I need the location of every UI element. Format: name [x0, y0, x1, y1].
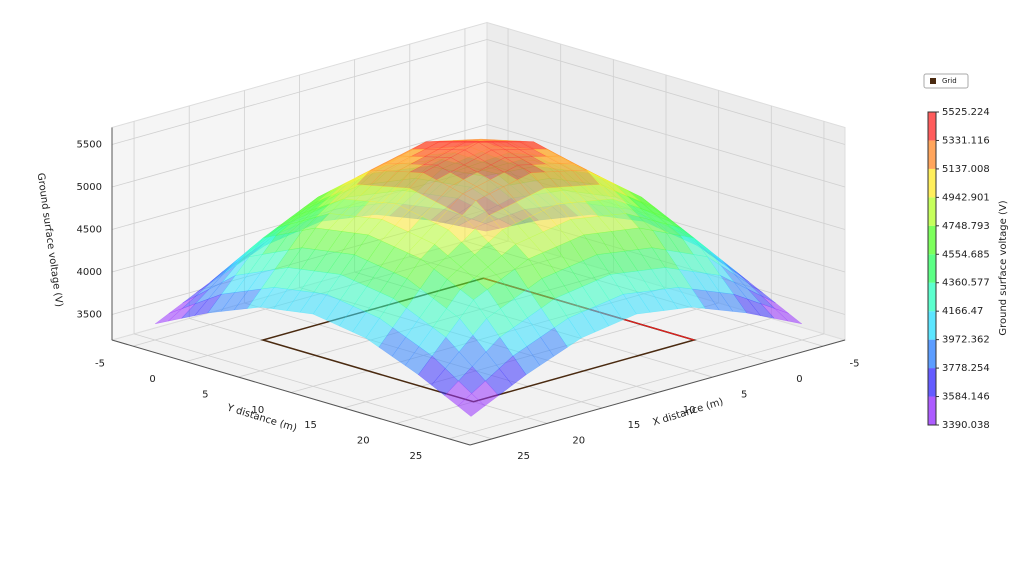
colorbar-label: Ground surface voltage (V)	[998, 200, 1009, 335]
colorbar-band	[928, 254, 936, 282]
colorbar-band	[928, 368, 936, 396]
x-axis-label: X distance (m)	[652, 396, 725, 428]
colorbar-band	[928, 112, 936, 140]
legend-label: Grid	[942, 77, 957, 85]
y-tick-label: 25	[409, 451, 422, 462]
z-tick-label: 5000	[77, 182, 102, 193]
colorbar-band	[928, 140, 936, 168]
y-tick-label: -5	[95, 358, 105, 369]
colorbar-band	[928, 340, 936, 368]
colorbar-band	[928, 226, 936, 254]
z-axis-label: Ground surface voltage (V)	[35, 172, 65, 308]
z-tick-label: 4000	[77, 267, 102, 278]
colorbar-tick-label: 3778.254	[942, 363, 990, 374]
x-tick-label: 25	[517, 451, 530, 462]
colorbar-band	[928, 311, 936, 339]
x-tick-label: 20	[572, 436, 585, 447]
x-tick-label: 15	[628, 420, 641, 431]
colorbar-tick-label: 4554.685	[942, 249, 990, 260]
colorbar-band	[928, 283, 936, 311]
x-tick-label: 5	[741, 389, 747, 400]
colorbar-tick-label: 3972.362	[942, 335, 990, 346]
x-tick-label: 0	[796, 374, 802, 385]
colorbar-tick-label: 4360.577	[942, 278, 990, 289]
z-tick-label: 4500	[77, 225, 102, 236]
y-tick-label: 5	[202, 389, 208, 400]
legend-swatch	[930, 78, 936, 84]
colorbar-tick-label: 5331.116	[942, 135, 990, 146]
colorbar-band	[928, 197, 936, 225]
x-tick-label: -5	[850, 358, 860, 369]
colorbar-tick-label: 3390.038	[942, 420, 990, 431]
colorbar-tick-label: 3584.146	[942, 392, 990, 403]
colorbar-tick-label: 5525.224	[942, 107, 990, 118]
colorbar-band	[928, 169, 936, 197]
colorbar-tick-label: 4166.47	[942, 306, 983, 317]
colorbar-band	[928, 397, 936, 425]
z-tick-label: 3500	[77, 310, 102, 321]
colorbar-tick-label: 4942.901	[942, 192, 990, 203]
z-tick-label: 5500	[77, 140, 102, 151]
y-tick-label: 20	[357, 436, 370, 447]
y-tick-label: 15	[304, 420, 317, 431]
colorbar-tick-label: 4748.793	[942, 221, 990, 232]
colorbar-tick-label: 5137.008	[942, 164, 990, 175]
y-tick-label: 0	[149, 374, 155, 385]
